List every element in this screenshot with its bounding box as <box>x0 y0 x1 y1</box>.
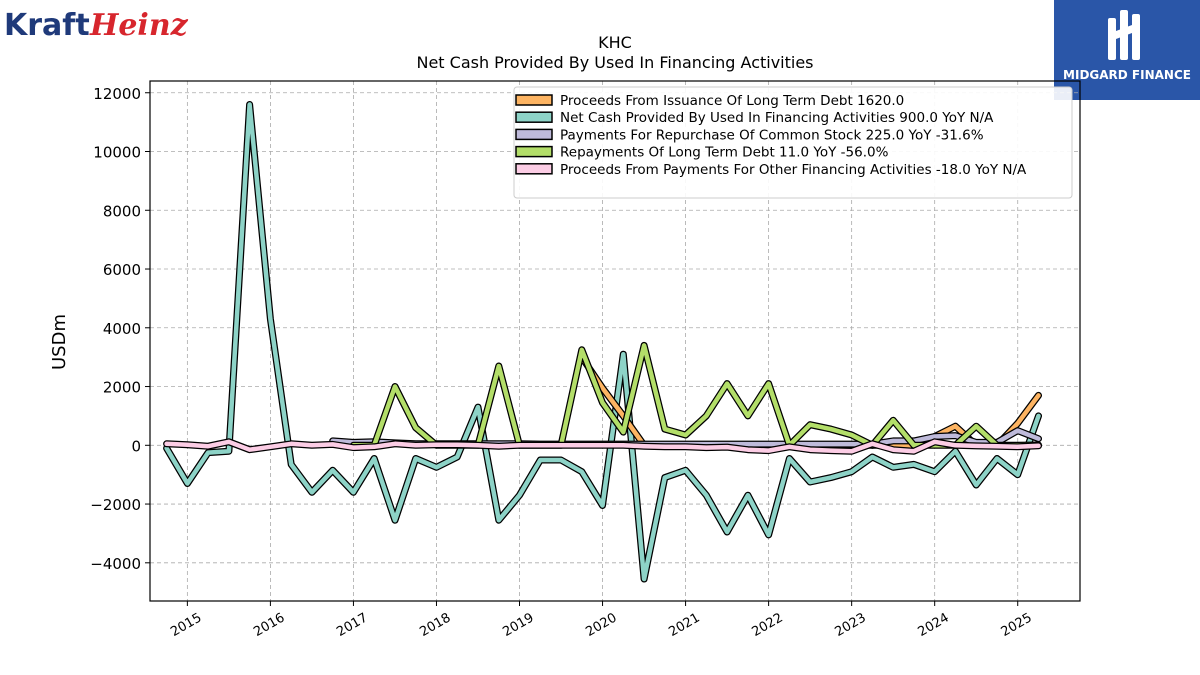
midgard-finance-badge: MIDGARD FINANCE <box>1054 0 1200 100</box>
y-tick-label: 0 <box>131 437 141 455</box>
legend-swatch-3 <box>515 145 553 158</box>
legend-swatch-1 <box>515 94 553 106</box>
y-tick-label: 4000 <box>103 320 141 338</box>
y-tick-label: 6000 <box>103 261 141 279</box>
x-tick-label: 2020 <box>583 610 619 640</box>
legend-swatch-2 <box>515 128 553 141</box>
series-line-3-outline <box>349 341 1042 449</box>
legend-label-3: Repayments Of Long Term Debt 11.0 YoY -5… <box>560 145 889 161</box>
legend-label-2: Payments For Repurchase Of Common Stock … <box>560 127 984 143</box>
badge-label: MIDGARD FINANCE <box>1063 68 1191 82</box>
logo-kraft-text: Kraft <box>4 8 90 43</box>
x-tick-label: 2016 <box>251 610 287 640</box>
y-tick-label: −2000 <box>90 496 141 514</box>
legend-swatch-0 <box>515 111 553 123</box>
x-tick-label: 2019 <box>500 610 536 640</box>
x-tick-label: 2018 <box>417 610 453 640</box>
x-tick-label: 2015 <box>168 610 204 640</box>
y-tick-label: 2000 <box>103 379 141 397</box>
plot-frame <box>149 80 1081 602</box>
x-tick-label: 2017 <box>334 610 370 640</box>
chart-subtitle: Net Cash Provided By Used In Financing A… <box>416 53 813 72</box>
legend-label-4: Proceeds From Payments For Other Financi… <box>560 162 1027 178</box>
legend-label-1: Proceeds From Issuance Of Long Term Debt… <box>560 93 904 109</box>
legend: Proceeds From Issuance Of Long Term Debt… <box>513 86 1073 199</box>
y-tick-label: −4000 <box>90 555 141 573</box>
x-tick-label: 2022 <box>749 610 785 640</box>
logo-heinz-text: Heinz <box>89 8 189 43</box>
x-tick-label: 2024 <box>916 610 952 640</box>
chart-title: KHC <box>598 33 632 52</box>
y-tick-label: 8000 <box>103 202 141 220</box>
kraft-heinz-logo: Kraft Heinz <box>4 8 189 43</box>
x-tick-label: 2025 <box>999 610 1035 640</box>
series-lines <box>163 101 1042 583</box>
series-line-3 <box>351 343 1041 448</box>
midgard-monogram-icon <box>1108 10 1140 60</box>
y-tick-label: 10000 <box>93 144 141 162</box>
x-tick-label: 2021 <box>666 610 702 640</box>
legend-swatch-4 <box>515 163 553 175</box>
series-line-4 <box>164 439 1041 454</box>
legend-box <box>513 86 1073 199</box>
y-tick-label: 12000 <box>93 85 141 103</box>
y-axis-label: USDm <box>49 314 70 370</box>
x-tick-label: 2023 <box>832 610 868 640</box>
series-line-0 <box>164 102 1041 582</box>
legend-label-0: Net Cash Provided By Used In Financing A… <box>560 110 994 126</box>
